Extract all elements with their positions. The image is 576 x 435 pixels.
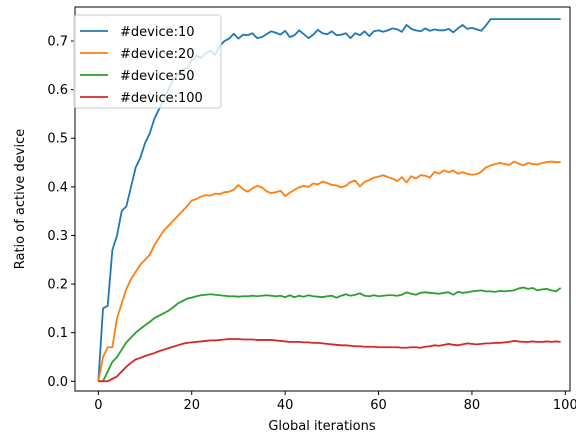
- y-tick-label: 0.6: [47, 83, 68, 98]
- y-tick-label: 0.1: [47, 326, 68, 341]
- legend-label-3: #device:100: [120, 91, 203, 106]
- x-tick-label: 0: [94, 398, 102, 413]
- plot-frame: [74, 6, 571, 392]
- x-axis: 0 20 40 60 80 100: [94, 391, 576, 413]
- legend-label-1: #device:20: [120, 47, 195, 62]
- y-tick-label: 0.2: [47, 278, 68, 293]
- y-tick-label: 0.0: [47, 375, 68, 390]
- x-tick-label: 20: [183, 398, 200, 413]
- y-tick-label: 0.4: [47, 180, 68, 195]
- x-tick-label: 60: [370, 398, 387, 413]
- y-axis-label: Ratio of active device: [13, 129, 28, 270]
- series-line-2: [98, 286, 562, 383]
- series-line-1: [97, 160, 561, 382]
- legend-label-2: #device:50: [120, 69, 195, 84]
- x-tick-label: 40: [277, 398, 294, 413]
- series-line-3: [98, 338, 561, 383]
- legend-box: [73, 14, 222, 109]
- y-axis: 0.0 0.1 0.2 0.3 0.4 0.5 0.6 0.7: [47, 35, 75, 390]
- y-tick-label: 0.7: [47, 35, 68, 50]
- y-tick-label: 0.5: [47, 132, 68, 147]
- y-tick-label: 0.3: [47, 229, 68, 244]
- legend-label-0: #device:10: [120, 25, 195, 40]
- x-tick-label: 100: [553, 398, 576, 413]
- x-axis-label: Global iterations: [268, 419, 376, 434]
- legend: #device:10 #device:20 #device:50 #device:10…: [73, 14, 222, 109]
- x-tick-label: 80: [464, 398, 481, 413]
